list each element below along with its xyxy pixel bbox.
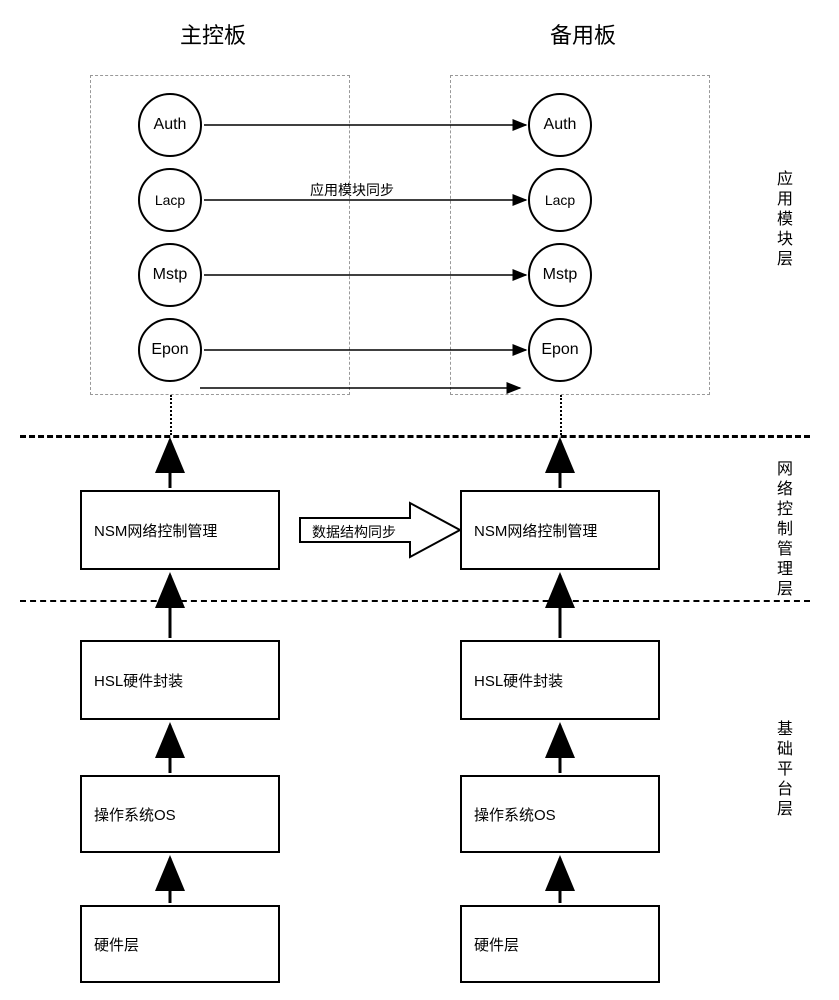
box-nsm-right: NSM网络控制管理 xyxy=(460,490,660,570)
title-left: 主控板 xyxy=(180,18,246,50)
dash-divider-2 xyxy=(20,600,810,602)
label-data-sync: 数据结构同步 xyxy=(312,522,396,542)
side-label-app: 应用模块层 xyxy=(770,170,794,270)
circle-mstp-right: Mstp xyxy=(528,243,592,307)
dot-line-right xyxy=(560,395,562,435)
box-os-right: 操作系统OS xyxy=(460,775,660,853)
circle-lacp-left: Lacp xyxy=(138,168,202,232)
side-label-nsm: 网络控制管理层 xyxy=(770,460,794,600)
title-right: 备用板 xyxy=(550,18,616,50)
circle-lacp-right: Lacp xyxy=(528,168,592,232)
box-hw-right: 硬件层 xyxy=(460,905,660,983)
dash-divider-1 xyxy=(20,435,810,438)
box-hsl-left: HSL硬件封装 xyxy=(80,640,280,720)
box-hw-left: 硬件层 xyxy=(80,905,280,983)
box-os-left: 操作系统OS xyxy=(80,775,280,853)
dot-line-left xyxy=(170,395,172,435)
side-label-base: 基础平台层 xyxy=(770,720,794,820)
circle-mstp-left: Mstp xyxy=(138,243,202,307)
circle-auth-left: Auth xyxy=(138,93,202,157)
label-app-sync: 应用模块同步 xyxy=(310,180,394,200)
box-nsm-left: NSM网络控制管理 xyxy=(80,490,280,570)
dashed-box-left xyxy=(90,75,350,395)
circle-epon-left: Epon xyxy=(138,318,202,382)
circle-auth-right: Auth xyxy=(528,93,592,157)
box-hsl-right: HSL硬件封装 xyxy=(460,640,660,720)
circle-epon-right: Epon xyxy=(528,318,592,382)
